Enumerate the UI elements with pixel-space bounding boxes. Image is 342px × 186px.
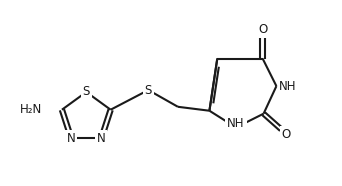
Text: N: N: [97, 132, 106, 145]
Text: N: N: [67, 132, 76, 145]
Text: S: S: [145, 84, 152, 97]
Text: H₂N: H₂N: [20, 103, 42, 116]
Text: NH: NH: [227, 117, 245, 130]
Text: S: S: [83, 84, 90, 97]
Text: O: O: [258, 23, 267, 36]
Text: NH: NH: [279, 80, 297, 93]
Text: O: O: [281, 128, 291, 141]
